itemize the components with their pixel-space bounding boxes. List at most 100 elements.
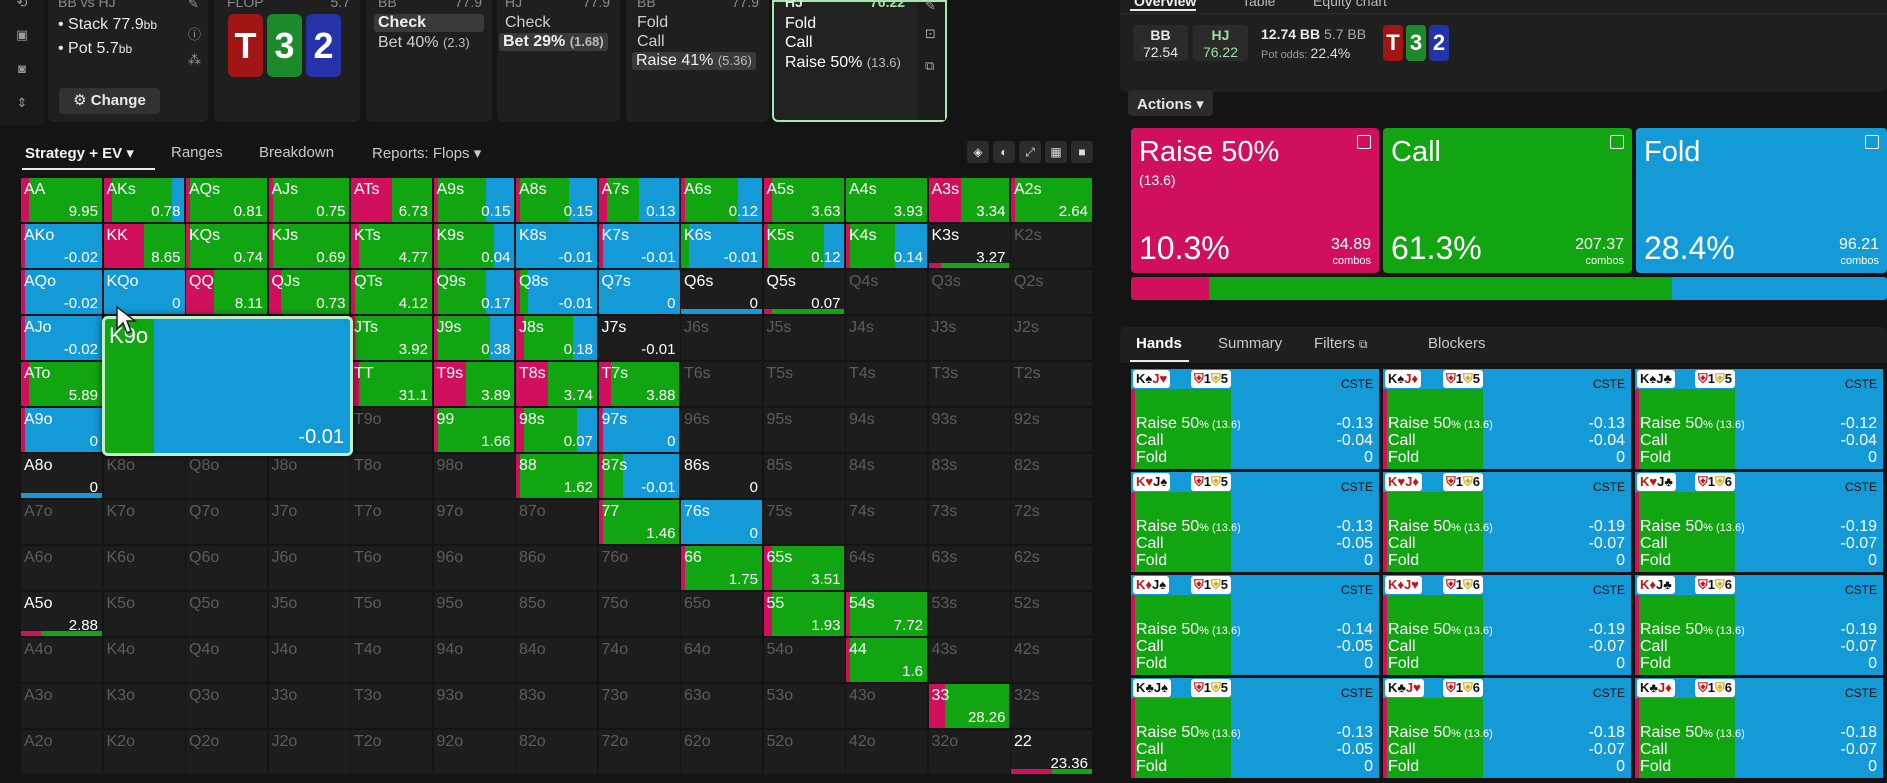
range-cell[interactable]: J4s — [846, 316, 927, 360]
view-3d-icon[interactable]: ◈ — [967, 141, 989, 163]
range-cell[interactable]: KJs 0.69 — [268, 224, 350, 268]
range-cell[interactable]: Q8s -0.01 — [516, 270, 597, 314]
hand-combo-card[interactable]: K♥J♦ ⛨1⛨6 CSTE Raise 50% (13.6) -0.19 Call -0.… — [1383, 472, 1631, 572]
range-cell[interactable]: A9o 0 — [21, 408, 102, 452]
hand-combo-card[interactable]: K♦J♥ ⛨1⛨6 CSTE Raise 50% (13.6) -0.19 Call -0.… — [1383, 575, 1631, 675]
hand-combo-card[interactable]: K♥J♠ ⛨1⛨5 CSTE Raise 50% (13.6) -0.13 Call -0.… — [1131, 472, 1379, 572]
range-cell[interactable]: A7s 0.13 — [598, 178, 680, 222]
bb2-call-option[interactable]: Call — [637, 33, 665, 50]
range-cell[interactable]: J5o — [268, 592, 350, 636]
bb2-raise-option[interactable]: Raise 41% (5.36) — [632, 52, 756, 70]
range-cell[interactable]: K5o — [103, 592, 185, 636]
range-cell[interactable]: 72s — [1011, 500, 1092, 544]
tab-table[interactable]: Table — [1242, 0, 1276, 9]
range-cell[interactable]: K3s 3.27 — [928, 224, 1010, 268]
range-cell[interactable]: Q5s 0.07 — [763, 270, 845, 314]
range-cell[interactable]: T5o — [351, 592, 432, 636]
bb1-bet-option[interactable]: Bet 40% (2.3) — [378, 34, 470, 52]
range-cell[interactable]: 73o — [598, 684, 680, 728]
range-cell[interactable]: Q9s 0.17 — [433, 270, 515, 314]
document-icon[interactable] — [1610, 135, 1624, 149]
gamepad-icon[interactable]: ◙ — [18, 61, 26, 76]
collapse-icon[interactable]: ⇕ — [16, 95, 28, 110]
range-cell[interactable]: KK 8.65 — [103, 224, 185, 268]
range-cell[interactable]: JTs 3.92 — [351, 316, 432, 360]
actions-dropdown[interactable]: Actions ▾ — [1128, 90, 1213, 116]
hj1-check-option[interactable]: Check — [505, 14, 551, 31]
hj2-call-option[interactable]: Call — [785, 34, 813, 51]
range-cell[interactable]: Q7s 0 — [598, 270, 680, 314]
range-cell[interactable]: 85o — [516, 592, 597, 636]
range-cell[interactable]: 93o — [433, 684, 515, 728]
range-cell[interactable]: 32s — [1011, 684, 1092, 728]
range-cell[interactable]: J7s -0.01 — [598, 316, 680, 360]
range-cell[interactable]: 76s 0 — [681, 500, 762, 544]
range-cell[interactable]: AJo -0.02 — [21, 316, 102, 360]
hand-combo-card[interactable]: K♥J♣ ⛨1⛨6 CSTE Raise 50% (13.6) -0.19 Call -0.… — [1635, 472, 1883, 572]
lock-icon[interactable]: ⊡ — [925, 26, 936, 41]
range-cell[interactable]: K2s — [1011, 224, 1092, 268]
range-cell[interactable]: Q4o — [186, 638, 267, 682]
range-cell[interactable]: KQs 0.74 — [186, 224, 267, 268]
range-cell[interactable]: 33 28.26 — [928, 684, 1010, 728]
range-cell[interactable]: 53o — [763, 684, 845, 728]
range-cell[interactable]: 87o — [516, 500, 597, 544]
range-cell[interactable]: QTs 4.12 — [351, 270, 432, 314]
range-cell[interactable]: Q6o — [186, 546, 267, 590]
range-cell[interactable]: A6o — [21, 546, 102, 590]
range-cell[interactable]: K8o — [103, 454, 185, 498]
range-cell[interactable]: T6s — [681, 362, 762, 406]
action-fold[interactable]: Fold 28.4% 96.21 combos — [1636, 128, 1887, 273]
range-cell[interactable]: 53s — [928, 592, 1010, 636]
compare-icon[interactable]: ⧉ — [925, 58, 935, 73]
document-icon[interactable] — [1865, 135, 1879, 149]
range-cell[interactable]: 54o — [763, 638, 845, 682]
range-cell[interactable]: A2s 2.64 — [1011, 178, 1092, 222]
range-cell[interactable]: KTs 4.77 — [351, 224, 432, 268]
range-cell[interactable]: J7o — [268, 500, 350, 544]
range-cell[interactable]: 52o — [763, 730, 845, 774]
grid-icon[interactable]: ▦ — [1045, 141, 1067, 163]
range-cell[interactable]: 65s 3.51 — [763, 546, 845, 590]
range-cell[interactable]: A8o 0 — [21, 454, 102, 498]
range-cell[interactable]: 54s 7.72 — [846, 592, 927, 636]
range-cell[interactable]: K5s 0.12 — [763, 224, 845, 268]
range-cell[interactable]: Q2s — [1011, 270, 1092, 314]
square-icon[interactable]: ■ — [1071, 141, 1093, 163]
range-cell[interactable]: AKo -0.02 — [21, 224, 102, 268]
range-cell[interactable]: T5s — [763, 362, 845, 406]
range-cell[interactable]: T9s 3.89 — [433, 362, 515, 406]
range-cell[interactable]: 87s -0.01 — [598, 454, 680, 498]
range-cell[interactable]: 93s — [928, 408, 1010, 452]
range-cell[interactable]: Q3o — [186, 684, 267, 728]
range-cell[interactable]: 74s — [846, 500, 927, 544]
range-cell[interactable]: 96s — [681, 408, 762, 452]
range-cell[interactable]: T4o — [351, 638, 432, 682]
range-cell[interactable]: 64s — [846, 546, 927, 590]
range-cell[interactable]: K4s 0.14 — [846, 224, 927, 268]
range-cell[interactable]: ATs 6.73 — [351, 178, 432, 222]
range-cell[interactable]: Q4s — [846, 270, 927, 314]
info-icon[interactable]: ⓘ — [188, 27, 202, 42]
range-cell[interactable]: 75o — [598, 592, 680, 636]
range-cell[interactable]: A6s 0.12 — [681, 178, 762, 222]
range-cell[interactable]: A7o — [21, 500, 102, 544]
range-cell[interactable]: T8s 3.74 — [516, 362, 597, 406]
range-cell[interactable]: AQo -0.02 — [21, 270, 102, 314]
range-cell[interactable]: 42s — [1011, 638, 1092, 682]
hand-combo-card[interactable]: K♣J♠ ⛨1⛨5 CSTE Raise 50% (13.6) -0.13 Call -0.… — [1131, 678, 1379, 778]
range-cell[interactable]: T3s — [928, 362, 1010, 406]
range-cell[interactable]: 83o — [516, 684, 597, 728]
hj2-fold-option[interactable]: Fold — [785, 15, 817, 32]
range-cell[interactable]: J3s — [928, 316, 1010, 360]
expand-icon[interactable]: ⤢ — [1019, 141, 1041, 163]
hj-current-card[interactable]: HJ 76.22 Fold Call Raise 50% (13.6) ✎ ⊡ … — [772, 0, 947, 122]
action-raise[interactable]: Raise 50% (13.6) 10.3% 34.89 combos — [1131, 128, 1379, 273]
range-cell[interactable]: 92s — [1011, 408, 1092, 452]
range-cell[interactable]: 72o — [598, 730, 680, 774]
range-cell[interactable]: AA 9.95 — [21, 178, 102, 222]
history-icon[interactable]: ⟲ — [16, 0, 28, 10]
bb-decision-card[interactable]: BB 77.9 Check Bet 40% (2.3) — [366, 0, 492, 122]
range-cell[interactable]: 62o — [681, 730, 762, 774]
range-cell[interactable]: 52s — [1011, 592, 1092, 636]
